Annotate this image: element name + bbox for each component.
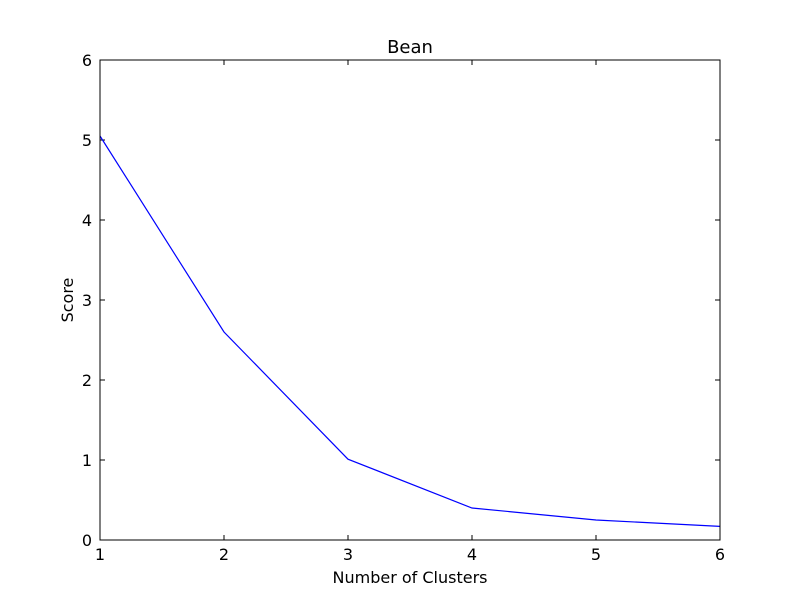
y-axis-label: Score	[58, 278, 77, 323]
x-tick-label: 5	[591, 545, 601, 564]
y-tick-label: 0	[82, 531, 92, 550]
y-tick-label: 3	[82, 291, 92, 310]
series-group	[99, 135, 721, 527]
x-tick-label: 4	[467, 545, 477, 564]
x-tick-label: 6	[715, 545, 725, 564]
x-tick-label: 1	[95, 545, 105, 564]
plot-frame	[99, 59, 721, 541]
y-tick-label: 5	[82, 131, 92, 150]
y-tick-label: 4	[82, 211, 92, 230]
chart-title: Bean	[387, 37, 433, 58]
x-tick-label: 3	[343, 545, 353, 564]
y-tick-label: 2	[82, 371, 92, 390]
x-tick-label: 2	[219, 545, 229, 564]
y-tick-label: 6	[82, 51, 92, 70]
y-tick-label: 1	[82, 451, 92, 470]
series-line	[99, 135, 721, 527]
x-axis-label: Number of Clusters	[333, 568, 488, 587]
